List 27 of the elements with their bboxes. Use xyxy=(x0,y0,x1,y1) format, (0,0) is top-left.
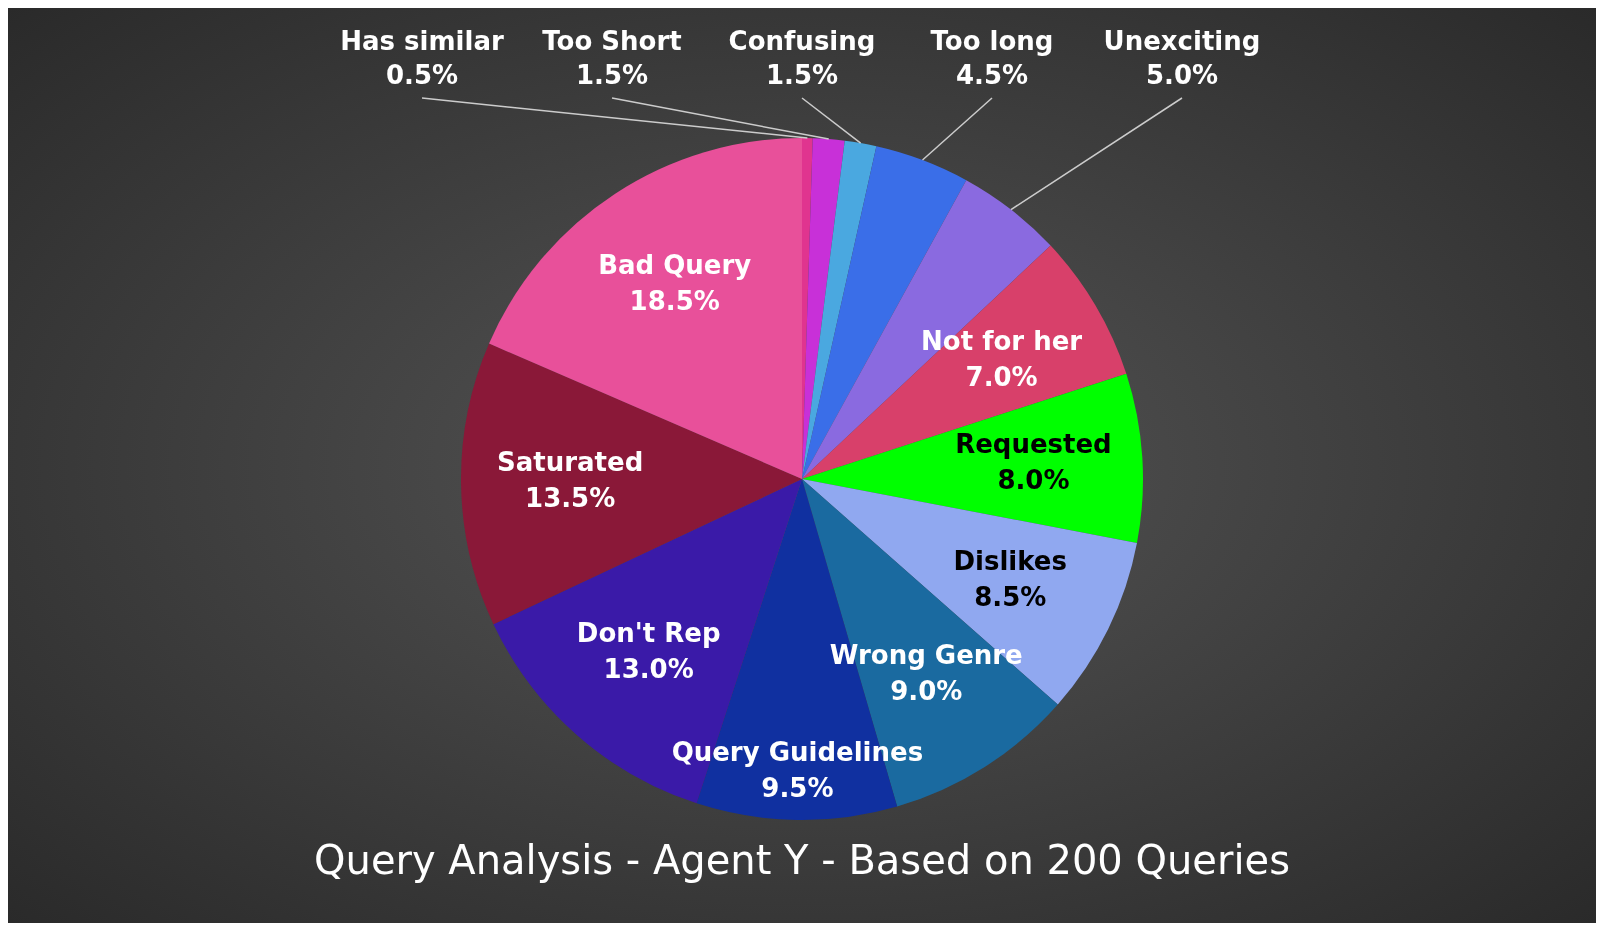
slice-label: Don't Rep xyxy=(576,617,721,648)
data-label: 1.5% xyxy=(765,59,839,90)
data-label: 9.0% xyxy=(890,675,963,706)
data-label: 5.0% xyxy=(1145,59,1219,90)
slice-label: Query Guidelines xyxy=(671,736,924,767)
data-label: 13.0% xyxy=(603,653,694,684)
slice-label: Too Short xyxy=(542,25,682,56)
data-label: 4.5% xyxy=(955,59,1029,90)
data-label: 13.5% xyxy=(525,483,616,514)
data-label: 7.0% xyxy=(965,361,1038,392)
data-label: 8.5% xyxy=(974,581,1047,612)
slice-label: Has similar xyxy=(340,25,504,56)
slice-label: Wrong Genre xyxy=(829,639,1023,670)
data-label: 0.5% xyxy=(385,59,459,90)
data-label: 1.5% xyxy=(575,59,649,90)
slice-label: Unexciting xyxy=(1103,25,1261,56)
data-label: 18.5% xyxy=(629,285,720,316)
slice-label: Bad Query xyxy=(598,249,752,280)
text: Query Analysis - Agent Y - Based on 200 Queries xyxy=(314,837,1290,884)
data-label: 9.5% xyxy=(761,772,834,803)
data-label: 8.0% xyxy=(997,465,1070,496)
slice-label: Too long xyxy=(930,25,1054,56)
slice-label: Requested xyxy=(955,429,1112,460)
slice-label: Dislikes xyxy=(953,545,1067,576)
slice-label: Saturated xyxy=(497,447,644,478)
slice-label: Confusing xyxy=(728,25,876,56)
slice-label: Not for her xyxy=(921,325,1083,356)
